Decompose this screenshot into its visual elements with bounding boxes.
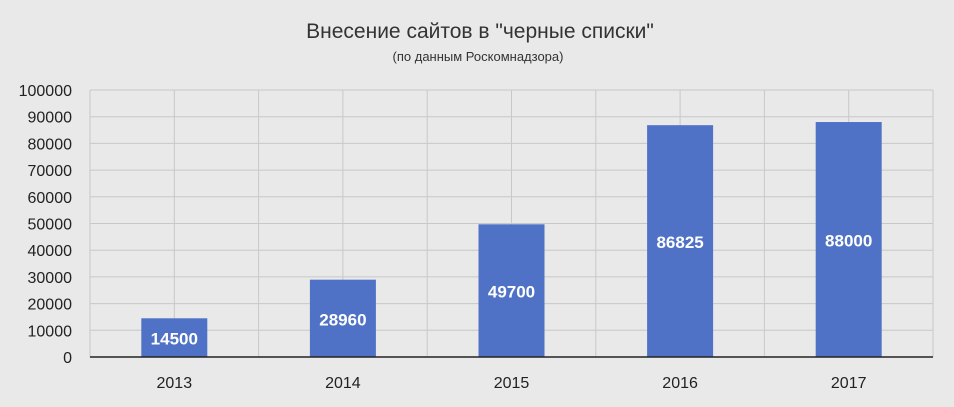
y-tick-label: 20000 [28,297,73,314]
y-tick-label: 40000 [28,243,73,260]
chart-subtitle: (по данным Роскомнадзора) [393,49,564,64]
bar-2015 [478,224,545,357]
bar-2017 [815,122,882,357]
data-label-2016: 86825 [656,233,703,252]
y-tick-label: 100000 [19,83,72,100]
y-tick-label: 60000 [28,190,73,207]
x-tick-label-2013: 2013 [157,375,193,392]
bar-2014 [309,279,376,357]
bar-series [141,122,882,358]
x-tick-label-2016: 2016 [662,375,698,392]
bar-data-labels: 14500 28960 49700 86825 88000 [151,232,873,349]
x-tick-label-2014: 2014 [325,375,361,392]
x-axis-tick-labels: 2013 2014 2015 2016 2017 [157,375,867,392]
y-tick-label: 70000 [28,163,73,180]
y-tick-label: 80000 [28,136,73,153]
y-tick-label: 90000 [28,110,73,127]
y-tick-label: 0 [63,350,72,367]
bar-2013 [141,318,208,357]
x-tick-label-2015: 2015 [494,375,530,392]
x-tick-label-2017: 2017 [831,375,867,392]
y-tick-label: 10000 [28,323,73,340]
data-label-2015: 49700 [488,283,535,302]
data-label-2017: 88000 [825,232,872,251]
data-label-2013: 14500 [151,330,198,349]
y-axis-tick-labels: 0 10000 20000 30000 40000 50000 60000 70000 8000… [19,83,72,367]
chart-title: Внесение сайтов в "черные списки" [306,20,654,43]
y-tick-label: 30000 [28,270,73,287]
y-tick-label: 50000 [28,217,73,234]
data-label-2014: 28960 [319,310,366,329]
bar-2016 [647,125,714,358]
